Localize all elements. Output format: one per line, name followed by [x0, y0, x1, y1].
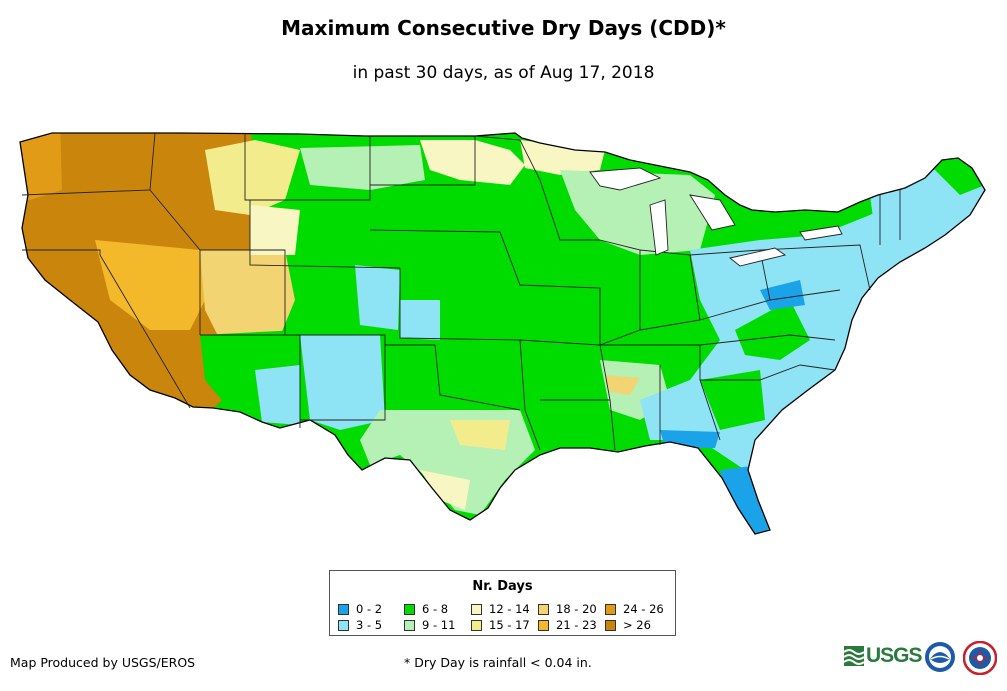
- usgs-wordmark: USGS: [866, 644, 923, 667]
- legend-label: 24 - 26: [623, 602, 664, 616]
- legend-label: > 26: [623, 618, 651, 632]
- region-nevada-21-23: [95, 240, 205, 330]
- dry-day-footnote: * Dry Day is rainfall < 0.04 in.: [404, 655, 592, 670]
- region-northdakota-12-14: [420, 140, 525, 185]
- map-subtitle: in past 30 days, as of Aug 17, 2018: [352, 63, 655, 83]
- region-arizona-3-5: [255, 365, 300, 425]
- legend-label: 15 - 17: [489, 618, 530, 632]
- legend-item-21-23: 21 - 23: [538, 619, 597, 632]
- region-kansas-3-5: [400, 300, 440, 340]
- region-virginia-6-8: [735, 300, 810, 360]
- legend: Nr. Days 0 - 2 3 - 5 6 - 8 9 - 11 12 - 1…: [329, 570, 676, 636]
- region-georgia-6-8: [700, 370, 765, 430]
- region-mississippi-18-20: [605, 375, 640, 395]
- region-texas-12-14: [420, 470, 470, 510]
- region-westvirginia-0-2: [760, 280, 805, 310]
- legend-label: 6 - 8: [422, 602, 449, 616]
- legend-item-24-26: 24 - 26: [605, 603, 664, 616]
- region-colorado-3-5: [355, 265, 400, 330]
- region-texas-15-17: [450, 420, 510, 450]
- legend-label: 3 - 5: [356, 618, 383, 632]
- legend-label: 0 - 2: [356, 602, 383, 616]
- legend-swatch: [538, 620, 549, 631]
- usgs-wave-icon: [844, 646, 864, 666]
- legend-item-18-20: 18 - 20: [538, 603, 597, 616]
- legend-swatch: [404, 620, 415, 631]
- legend-swatch: [471, 604, 482, 615]
- usgs-logo: USGS: [844, 643, 923, 669]
- region-florida-0-2: [720, 465, 775, 534]
- legend-label: 18 - 20: [556, 602, 597, 616]
- legend-item-15-17: 15 - 17: [471, 619, 530, 632]
- region-gulfcoast-0-2: [660, 430, 720, 448]
- legend-item-12-14: 12 - 14: [471, 603, 530, 616]
- region-coast-24-26: [20, 133, 62, 200]
- region-wyoming-12-14: [250, 205, 300, 255]
- state-boundaries: [21, 132, 926, 451]
- legend-swatch: [338, 620, 349, 631]
- legend-swatch: [404, 604, 415, 615]
- legend-swatch: [538, 604, 549, 615]
- region-montana-15-17: [205, 140, 300, 215]
- region-greatlakes-9-11: [560, 170, 715, 255]
- legend-item-6-8: 6 - 8: [404, 603, 448, 616]
- noaa-logo-icon: [925, 642, 955, 672]
- map-title: Maximum Consecutive Dry Days (CDD)*: [281, 16, 726, 40]
- legend-swatch: [605, 604, 616, 615]
- legend-item-9-11: 9 - 11: [404, 619, 455, 632]
- legend-label: 12 - 14: [489, 602, 530, 616]
- legend-label: 21 - 23: [556, 618, 597, 632]
- legend-swatch: [338, 604, 349, 615]
- legend-item-0-2: 0 - 2: [338, 603, 382, 616]
- legend-item-3-5: 3 - 5: [338, 619, 382, 632]
- legend-label: 9 - 11: [422, 618, 456, 632]
- legend-swatch: [471, 620, 482, 631]
- region-montana-9-11: [300, 145, 425, 190]
- region-newmexico-3-5: [300, 335, 385, 430]
- legend-item-gt-26: > 26: [605, 619, 651, 632]
- legend-swatch: [605, 620, 616, 631]
- legend-title: Nr. Days: [472, 579, 533, 594]
- great-lakes: [589, 167, 843, 267]
- map-credit: Map Produced by USGS/EROS: [10, 655, 196, 670]
- nws-logo-icon: [963, 641, 997, 675]
